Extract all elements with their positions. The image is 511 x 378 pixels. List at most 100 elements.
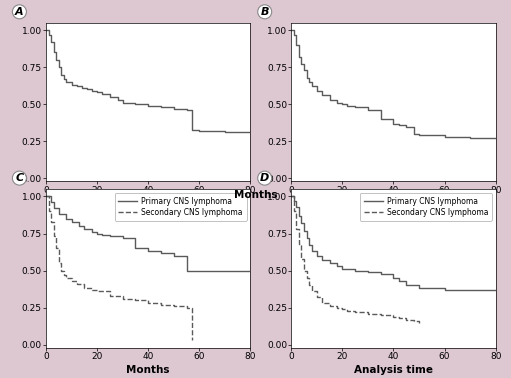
- Secondary CNS lymphoma: [301, 256, 307, 261]
- Secondary CNS lymphoma: [145, 301, 151, 305]
- Secondary CNS lymphoma: [314, 289, 320, 294]
- Secondary CNS lymphoma: [56, 246, 62, 251]
- Primary CNS lymphoma: [403, 283, 409, 288]
- Primary CNS lymphoma: [56, 206, 62, 211]
- Secondary CNS lymphoma: [291, 194, 297, 199]
- Secondary CNS lymphoma: [306, 276, 312, 280]
- Secondary CNS lymphoma: [378, 313, 384, 318]
- Primary CNS lymphoma: [314, 249, 320, 254]
- Primary CNS lymphoma: [89, 227, 95, 231]
- Primary CNS lymphoma: [339, 264, 345, 268]
- Primary CNS lymphoma: [132, 236, 138, 240]
- Secondary CNS lymphoma: [344, 308, 351, 313]
- X-axis label: Months: Months: [126, 365, 170, 375]
- Primary CNS lymphoma: [94, 231, 100, 236]
- Primary CNS lymphoma: [390, 271, 397, 276]
- X-axis label: Analysis time: Analysis time: [354, 365, 433, 375]
- Primary CNS lymphoma: [442, 288, 448, 292]
- Primary CNS lymphoma: [48, 200, 54, 204]
- Secondary CNS lymphoma: [89, 286, 95, 291]
- Secondary CNS lymphoma: [68, 279, 75, 283]
- Secondary CNS lymphoma: [298, 242, 305, 246]
- Primary CNS lymphoma: [76, 219, 82, 224]
- Primary CNS lymphoma: [291, 194, 297, 199]
- Primary CNS lymphoma: [298, 214, 305, 218]
- Secondary CNS lymphoma: [390, 314, 397, 319]
- Secondary CNS lymphoma: [378, 311, 384, 316]
- Secondary CNS lymphoma: [61, 273, 67, 277]
- Primary CNS lymphoma: [247, 268, 253, 273]
- Primary CNS lymphoma: [309, 249, 315, 254]
- Secondary CNS lymphoma: [365, 311, 371, 316]
- Primary CNS lymphoma: [158, 249, 164, 254]
- Primary CNS lymphoma: [467, 288, 473, 292]
- Primary CNS lymphoma: [288, 194, 294, 199]
- Primary CNS lymphoma: [94, 230, 100, 234]
- Secondary CNS lymphoma: [63, 273, 69, 277]
- Secondary CNS lymphoma: [291, 209, 297, 214]
- Secondary CNS lymphoma: [416, 319, 422, 323]
- Primary CNS lymphoma: [43, 194, 49, 199]
- Secondary CNS lymphoma: [51, 234, 57, 239]
- Secondary CNS lymphoma: [296, 242, 302, 246]
- Primary CNS lymphoma: [319, 254, 325, 258]
- Primary CNS lymphoma: [352, 267, 358, 271]
- Primary CNS lymphoma: [365, 268, 371, 273]
- Primary CNS lymphoma: [81, 224, 87, 228]
- Secondary CNS lymphoma: [344, 307, 351, 311]
- Secondary CNS lymphoma: [53, 234, 59, 239]
- Primary CNS lymphoma: [51, 206, 57, 211]
- Primary CNS lymphoma: [145, 246, 151, 251]
- Legend: Primary CNS lymphoma, Secondary CNS lymphoma: Primary CNS lymphoma, Secondary CNS lymp…: [114, 193, 247, 221]
- Secondary CNS lymphoma: [45, 194, 52, 199]
- Secondary CNS lymphoma: [365, 310, 371, 314]
- Secondary CNS lymphoma: [183, 305, 190, 310]
- Primary CNS lymphoma: [304, 236, 310, 240]
- Primary CNS lymphoma: [327, 258, 333, 262]
- Primary CNS lymphoma: [81, 227, 87, 231]
- Primary CNS lymphoma: [48, 194, 54, 199]
- Primary CNS lymphoma: [416, 286, 422, 291]
- Secondary CNS lymphoma: [74, 282, 80, 286]
- Primary CNS lymphoma: [63, 217, 69, 221]
- Primary CNS lymphoma: [89, 230, 95, 234]
- Secondary CNS lymphoma: [314, 295, 320, 300]
- Primary CNS lymphoma: [352, 268, 358, 273]
- Primary CNS lymphoma: [293, 204, 299, 209]
- Secondary CNS lymphoma: [132, 296, 138, 301]
- Primary CNS lymphoma: [183, 254, 190, 258]
- Primary CNS lymphoma: [145, 249, 151, 254]
- Primary CNS lymphoma: [390, 276, 397, 280]
- Primary CNS lymphoma: [56, 212, 62, 217]
- Primary CNS lymphoma: [334, 261, 340, 265]
- Secondary CNS lymphoma: [189, 305, 195, 310]
- Secondary CNS lymphoma: [390, 313, 397, 318]
- Primary CNS lymphoma: [171, 254, 177, 258]
- Primary CNS lymphoma: [319, 258, 325, 262]
- Primary CNS lymphoma: [403, 279, 409, 283]
- Secondary CNS lymphoma: [334, 304, 340, 308]
- Secondary CNS lymphoma: [327, 304, 333, 308]
- Primary CNS lymphoma: [365, 270, 371, 274]
- Secondary CNS lymphoma: [61, 268, 67, 273]
- Secondary CNS lymphoma: [293, 227, 299, 231]
- Primary CNS lymphoma: [222, 268, 228, 273]
- Secondary CNS lymphoma: [120, 296, 126, 301]
- Primary CNS lymphoma: [120, 236, 126, 240]
- Primary CNS lymphoma: [442, 286, 448, 291]
- Primary CNS lymphoma: [327, 261, 333, 265]
- Line: Primary CNS lymphoma: Primary CNS lymphoma: [291, 197, 496, 290]
- Primary CNS lymphoma: [99, 233, 105, 237]
- Primary CNS lymphoma: [68, 219, 75, 224]
- Secondary CNS lymphoma: [74, 279, 80, 283]
- Secondary CNS lymphoma: [403, 316, 409, 320]
- Secondary CNS lymphoma: [298, 256, 305, 261]
- Text: C: C: [15, 173, 24, 183]
- Secondary CNS lymphoma: [352, 310, 358, 314]
- Primary CNS lymphoma: [196, 268, 202, 273]
- Secondary CNS lymphoma: [339, 305, 345, 310]
- Primary CNS lymphoma: [99, 231, 105, 236]
- Primary CNS lymphoma: [107, 234, 113, 239]
- Text: Months: Months: [234, 190, 277, 200]
- Secondary CNS lymphoma: [107, 289, 113, 294]
